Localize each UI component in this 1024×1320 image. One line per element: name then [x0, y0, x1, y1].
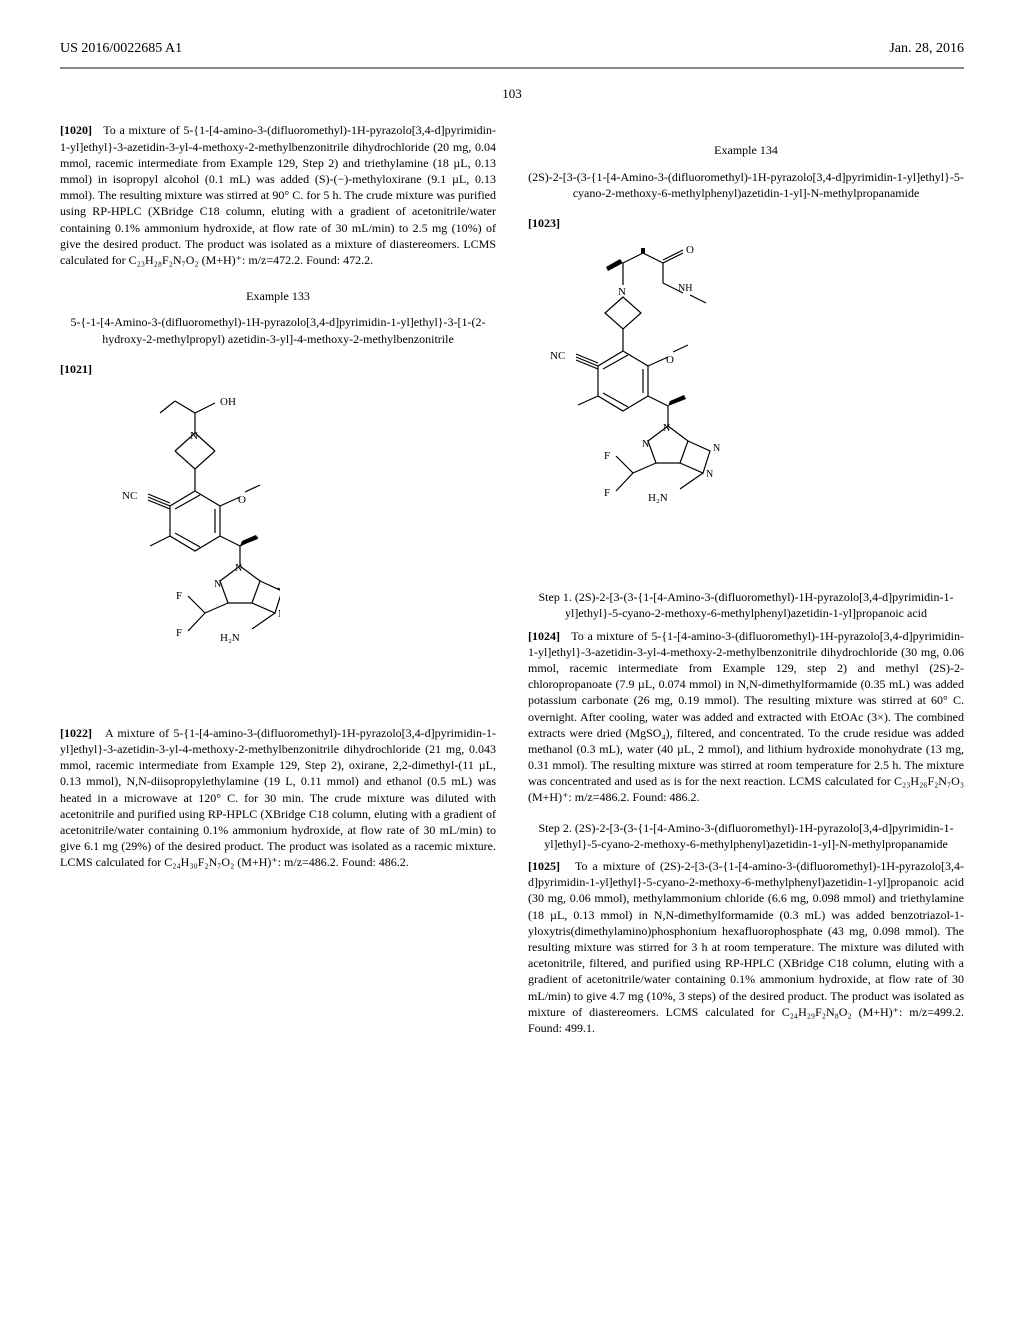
- svg-text:NC: NC: [550, 350, 565, 362]
- example-133-title: Example 133: [60, 288, 496, 304]
- para-number: [1024]: [528, 629, 560, 643]
- para-text: A mixture of 5-{1-[4-amino-3-(difluorome…: [60, 726, 496, 870]
- svg-text:N: N: [618, 286, 626, 298]
- svg-text:F: F: [176, 627, 182, 639]
- page-number: 103: [60, 85, 964, 103]
- chemical-structure-icon: O NH N O: [528, 245, 748, 575]
- para-1023: [1023]: [528, 215, 964, 231]
- para-1024: [1024] To a mixture of 5-{1-[4-amino-3-(…: [528, 628, 964, 806]
- right-column: Example 134 (2S)-2-[3-(3-{1-[4-Amino-3-(…: [528, 122, 964, 1050]
- svg-text:N: N: [663, 423, 670, 434]
- para-number: [1023]: [528, 216, 560, 230]
- chemical-structure-icon: OH N O NC: [60, 391, 280, 711]
- para-1020: [1020] To a mixture of 5-{1-[4-amino-3-(…: [60, 122, 496, 268]
- svg-text:N: N: [214, 579, 221, 590]
- svg-text:NH: NH: [678, 283, 692, 294]
- svg-text:O: O: [666, 354, 674, 366]
- publication-date: Jan. 28, 2016: [889, 40, 964, 59]
- para-1021: [1021]: [60, 361, 496, 377]
- para-number: [1025]: [528, 859, 560, 873]
- structure-133: OH N O NC: [60, 391, 496, 711]
- svg-text:O: O: [686, 245, 694, 256]
- example-134-compound: (2S)-2-[3-(3-{1-[4-Amino-3-(difluorometh…: [528, 169, 964, 201]
- svg-text:N: N: [190, 430, 198, 442]
- page-header: US 2016/0022685 A1 Jan. 28, 2016: [60, 40, 964, 59]
- svg-text:N: N: [713, 443, 720, 454]
- para-number: [1021]: [60, 362, 92, 376]
- example-134-title: Example 134: [528, 142, 964, 158]
- structure-134: O NH N O: [528, 245, 964, 575]
- para-1025: [1025] To a mixture of (2S)-2-[3-(3-{1-[…: [528, 858, 964, 1036]
- para-text: To a mixture of (2S)-2-[3-(3-{1-[4-amino…: [528, 859, 964, 1035]
- svg-text:H₂N: H₂N: [648, 492, 668, 504]
- para-text: To a mixture of 5-{1-[4-amino-3-(difluor…: [60, 123, 496, 267]
- svg-text:NC: NC: [122, 490, 137, 502]
- svg-text:F: F: [604, 450, 610, 462]
- content-columns: [1020] To a mixture of 5-{1-[4-amino-3-(…: [60, 122, 964, 1050]
- header-rule: [60, 67, 964, 69]
- svg-text:OH: OH: [220, 396, 236, 408]
- left-column: [1020] To a mixture of 5-{1-[4-amino-3-(…: [60, 122, 496, 1050]
- svg-text:N: N: [706, 469, 713, 480]
- para-number: [1022]: [60, 726, 92, 740]
- svg-text:F: F: [176, 590, 182, 602]
- svg-text:O: O: [238, 494, 246, 506]
- publication-number: US 2016/0022685 A1: [60, 40, 182, 59]
- svg-text:N: N: [642, 439, 649, 450]
- step2-title: Step 2. (2S)-2-[3-(3-{1-[4-Amino-3-(difl…: [528, 820, 964, 852]
- svg-text:N: N: [278, 609, 280, 620]
- para-1022: [1022] A mixture of 5-{1-[4-amino-3-(dif…: [60, 725, 496, 871]
- svg-text:H₂N: H₂N: [220, 632, 240, 644]
- para-text: To a mixture of 5-{1-[4-amino-3-(difluor…: [528, 629, 964, 805]
- svg-text:F: F: [604, 487, 610, 499]
- example-133-compound: 5-{-1-[4-Amino-3-(difluoromethyl)-1H-pyr…: [60, 314, 496, 346]
- step1-title: Step 1. (2S)-2-[3-(3-{1-[4-Amino-3-(difl…: [528, 589, 964, 621]
- para-number: [1020]: [60, 123, 92, 137]
- svg-text:N: N: [235, 563, 242, 574]
